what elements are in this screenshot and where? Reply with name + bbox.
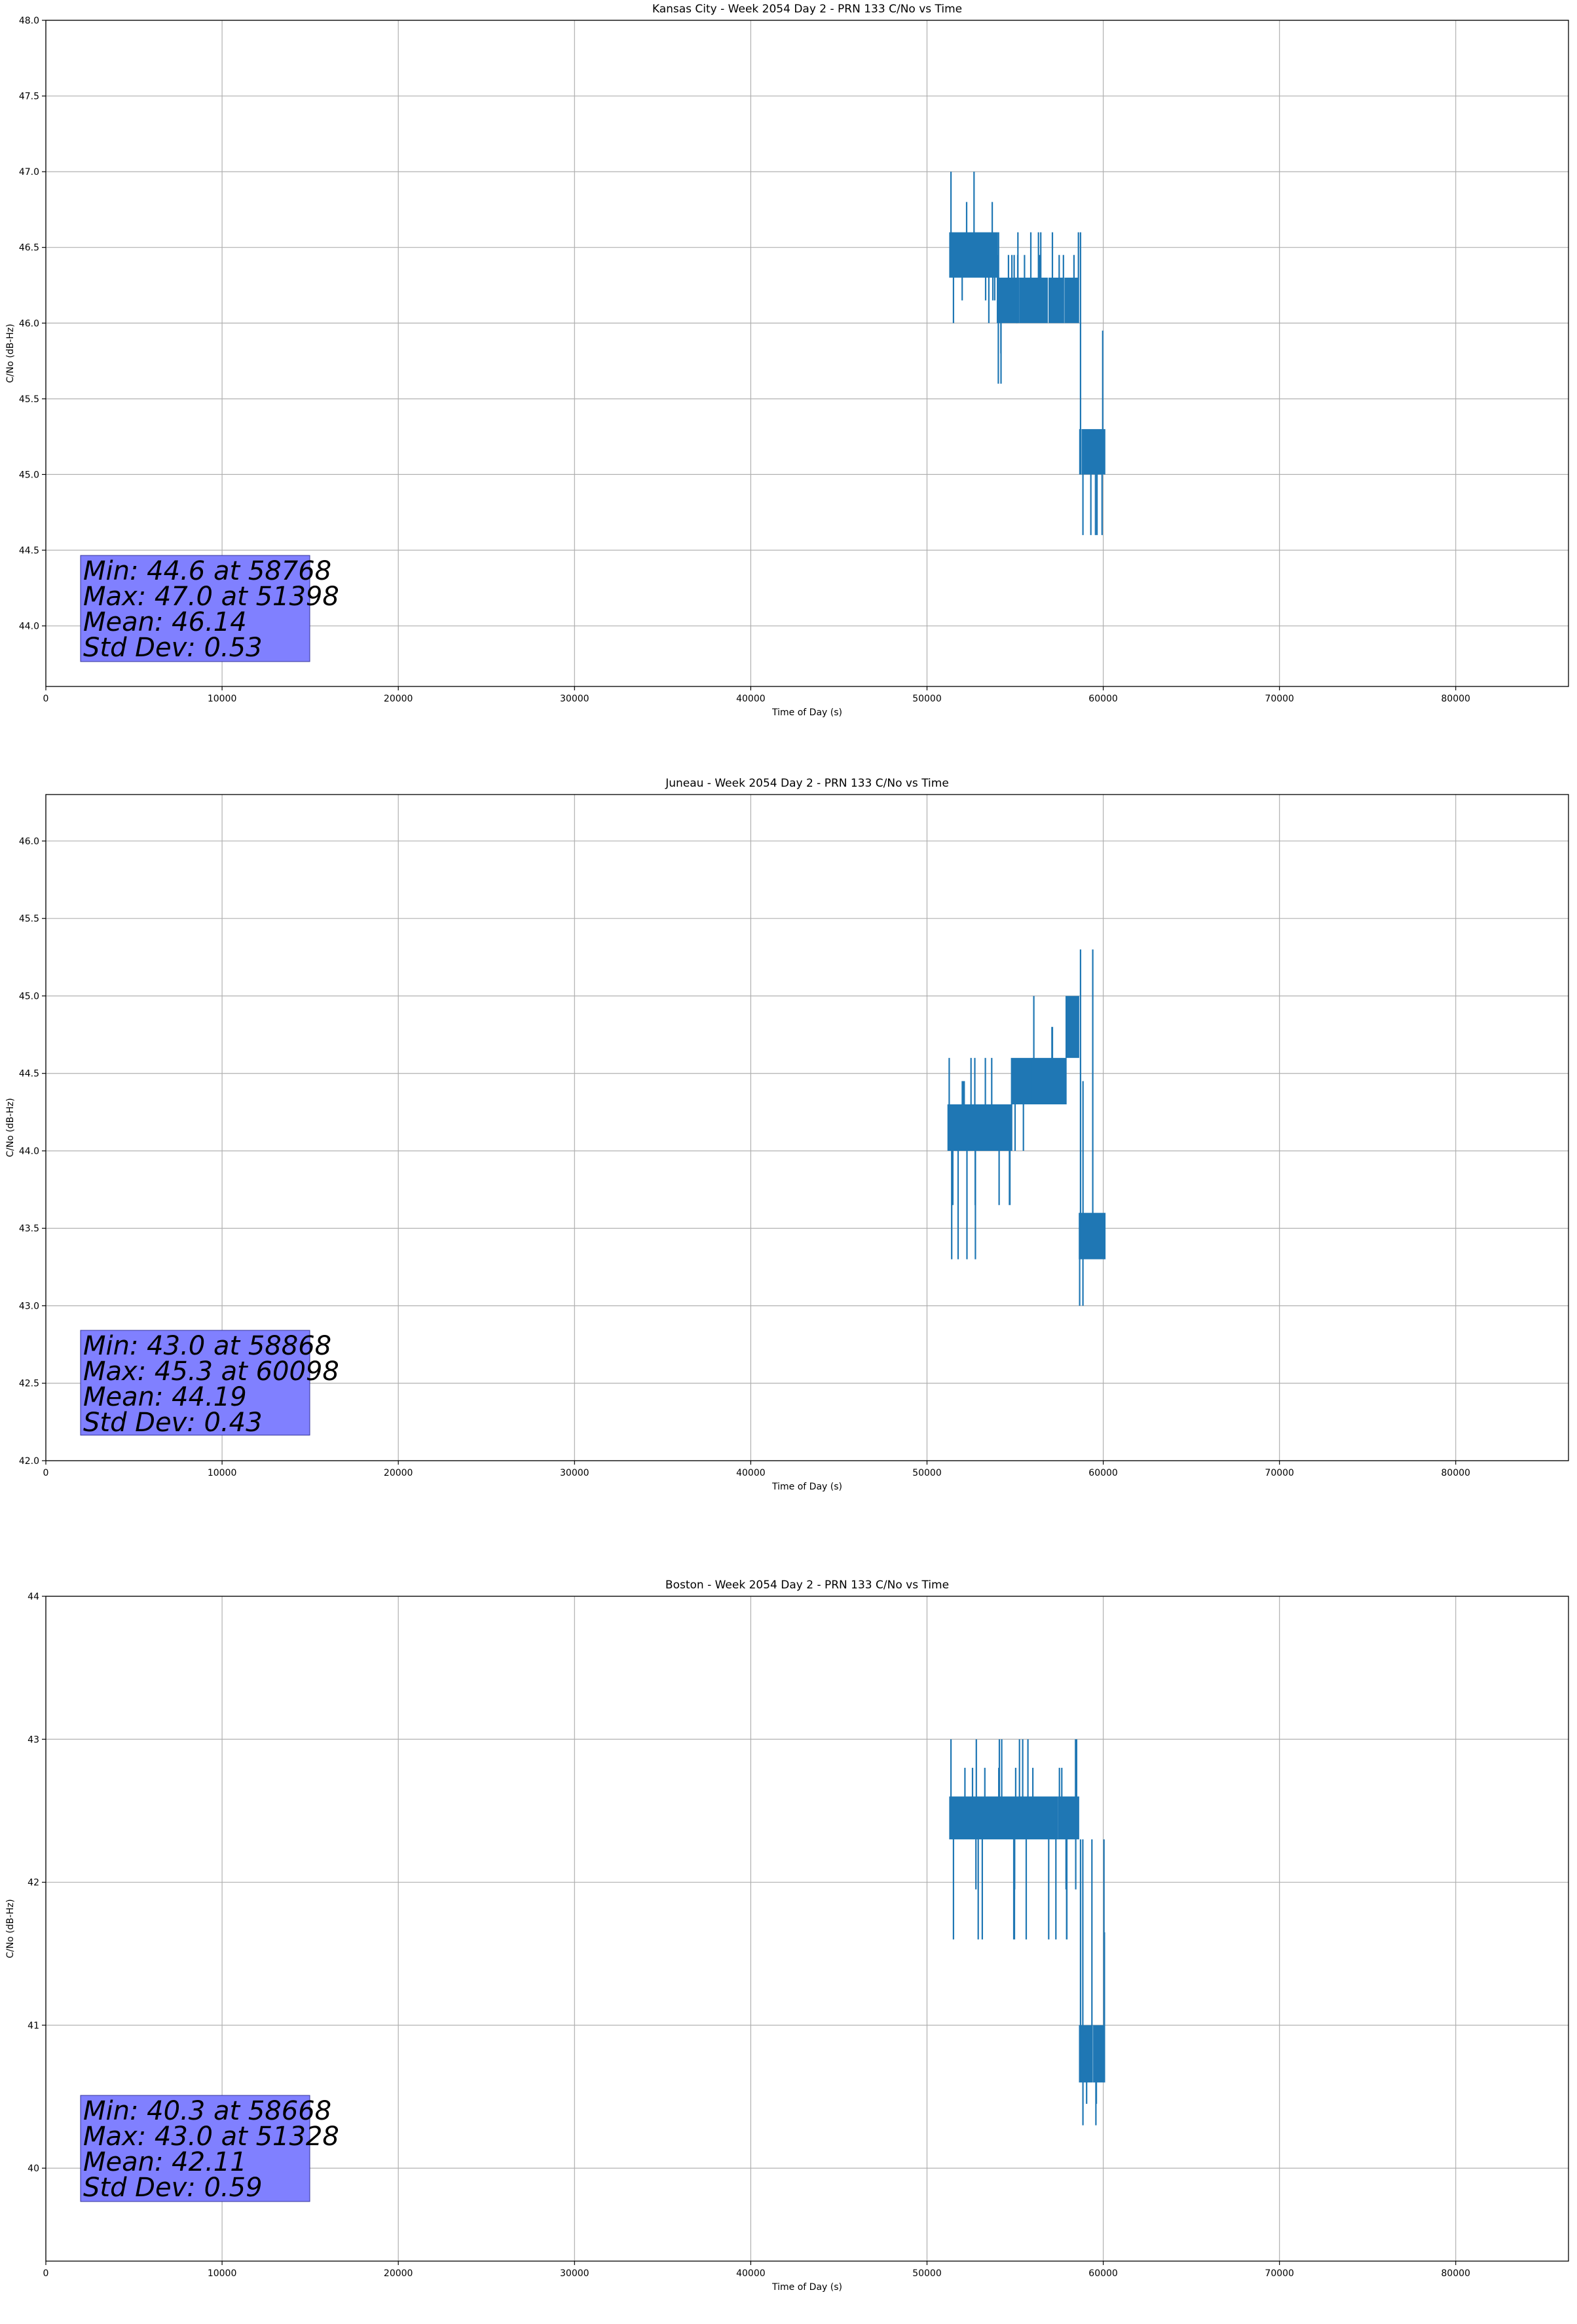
plot-frame: [45, 794, 1569, 1461]
x-tick-label: 80000: [1441, 1468, 1471, 1478]
y-tick-label: 43.0: [19, 1301, 39, 1311]
data-line-segment: [1031, 996, 1067, 1104]
y-tick-label: 40: [28, 2164, 39, 2174]
x-tick-label: 60000: [1088, 694, 1118, 704]
x-axis-label: Time of Day (s): [771, 1482, 842, 1492]
x-tick-label: 30000: [560, 694, 589, 704]
x-axis-label: Time of Day (s): [771, 2282, 842, 2293]
y-tick-label: 44.0: [19, 1146, 39, 1157]
x-tick-label: 0: [43, 694, 49, 704]
data-series-cno: [949, 172, 1105, 535]
stats-line: Mean: 42.11: [83, 2147, 247, 2177]
y-tick-label: 45.5: [19, 394, 39, 405]
x-tick-label: 30000: [560, 1468, 589, 1478]
x-tick-label: 70000: [1265, 1468, 1294, 1478]
y-tick-label: 45.0: [19, 470, 39, 480]
y-tick-label: 48.0: [19, 16, 39, 26]
data-series-cno: [947, 949, 1106, 1306]
stats-line: Std Dev: 0.43: [83, 1408, 263, 1438]
x-tick-label: 20000: [384, 1468, 413, 1478]
x-tick-label: 0: [43, 1468, 49, 1478]
x-tick-label: 40000: [736, 2268, 766, 2279]
y-axis-label: C/No (dB-Hz): [5, 1098, 16, 1157]
x-tick-label: 10000: [208, 2268, 237, 2279]
x-axis-label: Time of Day (s): [771, 707, 842, 718]
stats-line: Mean: 44.19: [83, 1382, 247, 1412]
y-tick-label: 43.5: [19, 1224, 39, 1234]
x-tick-label: 20000: [384, 694, 413, 704]
data-line-segment: [949, 172, 998, 324]
x-tick-label: 40000: [736, 1468, 766, 1478]
stats-line: Std Dev: 0.59: [83, 2173, 263, 2203]
x-tick-label: 70000: [1265, 2268, 1294, 2279]
data-line-segment: [1066, 996, 1079, 1059]
y-tick-label: 45.5: [19, 914, 39, 924]
stats-line: Max: 45.3 at 60098: [83, 1357, 339, 1387]
y-tick-label: 44.5: [19, 546, 39, 556]
x-tick-label: 80000: [1441, 694, 1471, 704]
stats-line: Max: 47.0 at 51398: [83, 582, 339, 612]
y-tick-label: 46.0: [19, 836, 39, 847]
y-tick-label: 41: [28, 2021, 39, 2031]
data-line-segment: [1016, 232, 1079, 324]
x-tick-label: 40000: [736, 694, 766, 704]
y-tick-label: 44.0: [19, 622, 39, 632]
y-tick-label: 44: [28, 1592, 39, 1602]
y-tick-label: 42: [28, 1878, 39, 1888]
stats-line: Min: 43.0 at 58868: [83, 1331, 331, 1361]
data-line-segment: [947, 1058, 1012, 1260]
y-tick-label: 44.5: [19, 1069, 39, 1079]
x-tick-label: 50000: [912, 1468, 942, 1478]
stats-line: Min: 40.3 at 58668: [83, 2096, 331, 2126]
y-tick-label: 42.5: [19, 1379, 39, 1389]
data-line-segment: [1079, 232, 1105, 535]
plot-frame: [45, 1596, 1569, 2262]
data-line-segment: [1011, 1058, 1033, 1151]
x-tick-label: 70000: [1265, 694, 1294, 704]
y-tick-label: 46.5: [19, 243, 39, 253]
y-axis-label: C/No (dB-Hz): [5, 1899, 16, 1958]
chart-title: Boston - Week 2054 Day 2 - PRN 133 C/No …: [665, 1579, 949, 1592]
x-tick-label: 30000: [560, 2268, 589, 2279]
y-tick-label: 43: [28, 1734, 39, 1745]
data-line-segment: [997, 232, 1018, 384]
x-tick-label: 50000: [912, 2268, 942, 2279]
chart-title: Kansas City - Week 2054 Day 2 - PRN 133 …: [652, 3, 962, 16]
chart-panel-boston: 0 10000 20000 30000 40000 50000 60000 70000 8000…: [0, 1575, 1577, 2324]
stats-box: [80, 1330, 310, 1436]
y-tick-label: 45.0: [19, 991, 39, 1002]
data-line-segment: [949, 1739, 1079, 1940]
stats-box: [80, 2095, 310, 2202]
y-tick-label: 42.0: [19, 1456, 39, 1467]
y-axis-label: C/No (dB-Hz): [5, 324, 16, 383]
stats-line: Min: 44.6 at 58768: [83, 556, 331, 586]
y-tick-label: 47.0: [19, 167, 39, 178]
chart-juneau: 0 10000 20000 30000 40000 50000 60000 70000 8000…: [5, 777, 1569, 1492]
x-tick-label: 80000: [1441, 2268, 1471, 2279]
x-tick-label: 0: [43, 2268, 49, 2279]
data-series-cno: [949, 1739, 1105, 2126]
chart-panel-juneau: 0 10000 20000 30000 40000 50000 60000 70000 8000…: [0, 774, 1577, 1575]
y-tick-label: 46.0: [19, 318, 39, 329]
chart-boston: 0 10000 20000 30000 40000 50000 60000 70000 8000…: [5, 1579, 1569, 2293]
stats-box: [80, 555, 310, 662]
data-line-segment: [1079, 1839, 1105, 2126]
x-tick-label: 10000: [208, 1468, 237, 1478]
chart-kansas-city: 0 10000 20000 30000 40000 50000 60000 70000 8000…: [5, 3, 1569, 718]
y-tick-label: 47.5: [19, 92, 39, 102]
x-tick-label: 20000: [384, 2268, 413, 2279]
chart-panel-kansas-city: 0 10000 20000 30000 40000 50000 60000 70000 8000…: [0, 0, 1577, 774]
chart-title: Juneau - Week 2054 Day 2 - PRN 133 C/No …: [665, 777, 949, 790]
plot-frame: [45, 20, 1569, 687]
x-tick-label: 60000: [1088, 1468, 1118, 1478]
x-tick-label: 60000: [1088, 2268, 1118, 2279]
stats-line: Std Dev: 0.53: [83, 633, 263, 663]
data-line-segment: [1079, 949, 1106, 1306]
x-tick-label: 50000: [912, 694, 942, 704]
stats-line: Max: 43.0 at 51328: [83, 2122, 339, 2152]
x-tick-label: 10000: [208, 694, 237, 704]
stats-line: Mean: 46.14: [83, 607, 247, 637]
